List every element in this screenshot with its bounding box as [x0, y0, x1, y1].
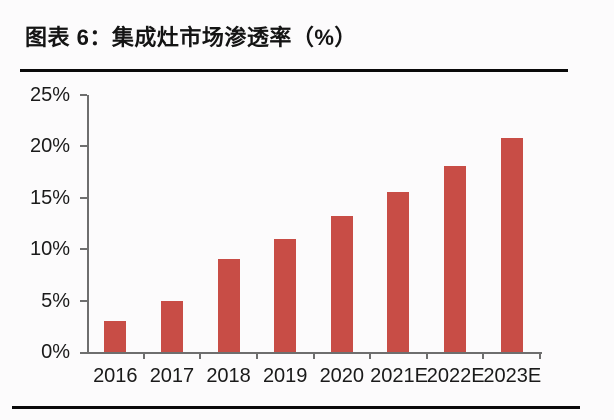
x-axis-tick-label: 2016: [93, 365, 138, 387]
y-axis-tick-label: 15%: [29, 186, 70, 209]
x-axis-tick-label: 2018: [206, 365, 251, 387]
x-axis-tick-label: 2019: [262, 365, 308, 387]
bar-2020: [330, 216, 353, 352]
bar-2019: [274, 238, 297, 352]
y-axis-tick: [80, 196, 87, 199]
x-axis-tick: [425, 352, 428, 359]
bar-2016: [104, 321, 127, 352]
y-axis-line: [87, 95, 89, 352]
y-axis-tick: [80, 299, 87, 302]
bar-2021E: [387, 191, 410, 352]
x-axis-tick: [142, 352, 145, 359]
figure-bottom-rule: [12, 406, 580, 409]
y-axis-tick-label: 25%: [29, 84, 70, 106]
title-underline-rule: [20, 69, 568, 72]
y-axis-tick-label: 10%: [29, 238, 70, 261]
y-axis-tick: [80, 248, 87, 251]
x-axis-tick: [539, 352, 541, 359]
bar-2017: [160, 300, 183, 352]
x-axis-tick: [255, 352, 258, 359]
figure-title: 图表 6：集成灶市场渗透率（%）: [25, 25, 357, 50]
x-axis-tick: [312, 352, 315, 359]
x-axis-tick-label: 2017: [149, 365, 195, 387]
bar-2023E: [500, 138, 523, 352]
x-axis-tick-label: 2020: [319, 365, 365, 387]
x-axis-tick: [369, 352, 372, 359]
bar-2018: [217, 259, 240, 352]
x-axis-line: [80, 352, 542, 354]
x-axis-tick-label: 2023E: [483, 365, 542, 387]
y-axis-tick: [80, 145, 87, 148]
y-axis-tick-label: 0%: [41, 341, 70, 363]
y-axis-tick-label: 20%: [29, 135, 70, 158]
x-axis-tick: [482, 352, 485, 359]
y-axis-tick-label: 5%: [41, 289, 70, 312]
x-axis-tick-label: 2021E: [370, 365, 428, 387]
bar-2022E: [444, 165, 467, 352]
y-axis-tick: [80, 94, 87, 96]
x-axis-tick: [199, 352, 202, 359]
x-axis-tick-label: 2022E: [426, 365, 485, 387]
